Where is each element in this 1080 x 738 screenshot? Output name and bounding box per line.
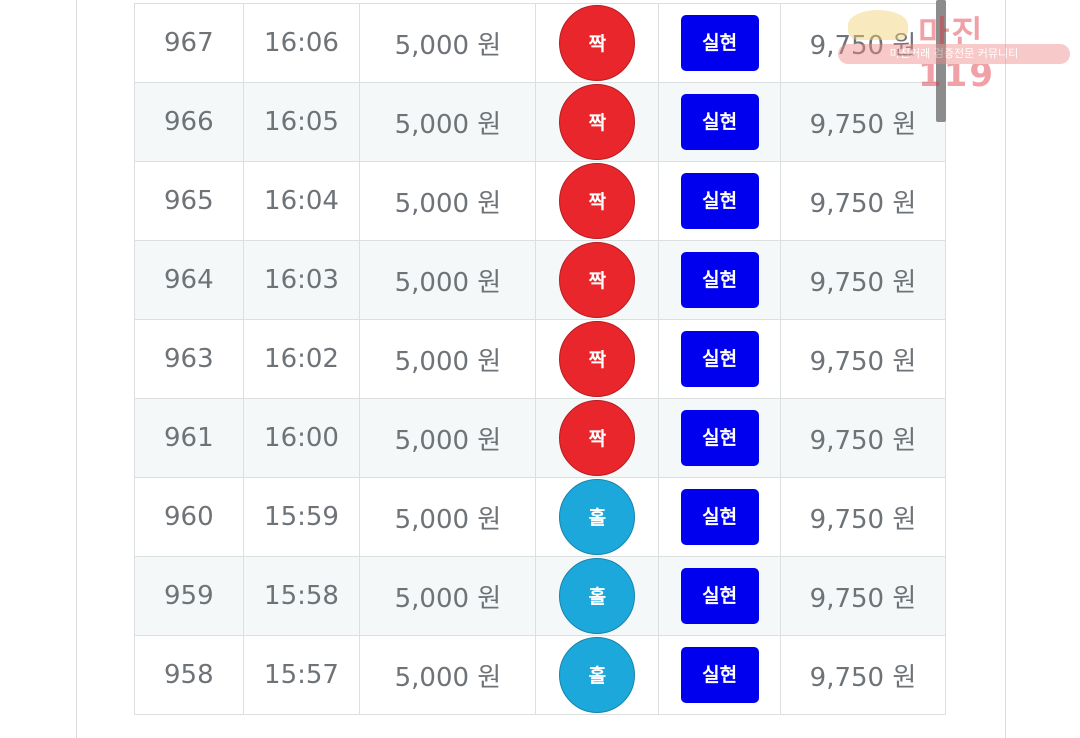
time-cell: 16:04 <box>242 161 361 241</box>
result-cell: 홀 <box>535 635 660 715</box>
round-number: 958 <box>134 635 244 715</box>
bet-amount: 5,000 원 <box>359 477 537 557</box>
payout-amount: 9,750 원 <box>779 161 947 241</box>
result-cell: 짝 <box>535 240 660 320</box>
realized-button[interactable]: 실현 <box>680 173 759 229</box>
realized-button[interactable]: 실현 <box>680 252 759 308</box>
table-row: 965 16:04 5,000 원 짝 실현 9,750 원 <box>134 161 947 241</box>
results-table: 967 16:06 5,000 원 짝 실현 9,750 원 966 16:05 … <box>134 3 947 715</box>
bet-amount: 5,000 원 <box>359 319 537 399</box>
result-ball: 홀 <box>559 637 636 713</box>
status-cell: 실현 <box>658 240 781 320</box>
realized-button[interactable]: 실현 <box>680 647 759 703</box>
result-ball: 홀 <box>559 558 636 634</box>
bet-amount: 5,000 원 <box>359 3 537 83</box>
bet-amount: 5,000 원 <box>359 240 537 320</box>
bet-amount: 5,000 원 <box>359 635 537 715</box>
result-ball: 짝 <box>559 5 636 81</box>
status-cell: 실현 <box>658 398 781 478</box>
realized-button[interactable]: 실현 <box>680 568 759 624</box>
payout-amount: 9,750 원 <box>779 635 947 715</box>
table-row: 960 15:59 5,000 원 홀 실현 9,750 원 <box>134 477 947 557</box>
round-number: 967 <box>134 3 244 83</box>
bet-amount: 5,000 원 <box>359 398 537 478</box>
table-row: 963 16:02 5,000 원 짝 실현 9,750 원 <box>134 319 947 399</box>
result-ball: 짝 <box>559 84 636 160</box>
status-cell: 실현 <box>658 556 781 636</box>
realized-button[interactable]: 실현 <box>680 15 759 71</box>
round-number: 959 <box>134 556 244 636</box>
bet-amount: 5,000 원 <box>359 161 537 241</box>
time-cell: 15:57 <box>242 635 361 715</box>
round-number: 965 <box>134 161 244 241</box>
table-row: 961 16:00 5,000 원 짝 실현 9,750 원 <box>134 398 947 478</box>
result-ball: 짝 <box>559 163 636 239</box>
realized-button[interactable]: 실현 <box>680 489 759 545</box>
table-row: 958 15:57 5,000 원 홀 실현 9,750 원 <box>134 635 947 715</box>
scrollbar[interactable] <box>936 0 946 122</box>
content-container <box>76 0 1006 738</box>
round-number: 963 <box>134 319 244 399</box>
payout-amount: 9,750 원 <box>779 556 947 636</box>
status-cell: 실현 <box>658 635 781 715</box>
result-cell: 홀 <box>535 556 660 636</box>
round-number: 961 <box>134 398 244 478</box>
result-cell: 홀 <box>535 477 660 557</box>
result-ball: 짝 <box>559 400 636 476</box>
status-cell: 실현 <box>658 3 781 83</box>
table-row: 964 16:03 5,000 원 짝 실현 9,750 원 <box>134 240 947 320</box>
table-row: 966 16:05 5,000 원 짝 실현 9,750 원 <box>134 82 947 162</box>
round-number: 960 <box>134 477 244 557</box>
payout-amount: 9,750 원 <box>779 477 947 557</box>
status-cell: 실현 <box>658 319 781 399</box>
time-cell: 16:02 <box>242 319 361 399</box>
result-cell: 짝 <box>535 82 660 162</box>
result-cell: 짝 <box>535 3 660 83</box>
bet-amount: 5,000 원 <box>359 82 537 162</box>
round-number: 964 <box>134 240 244 320</box>
result-cell: 짝 <box>535 161 660 241</box>
realized-button[interactable]: 실현 <box>680 410 759 466</box>
result-ball: 홀 <box>559 479 636 555</box>
realized-button[interactable]: 실현 <box>680 331 759 387</box>
payout-amount: 9,750 원 <box>779 82 947 162</box>
realized-button[interactable]: 실현 <box>680 94 759 150</box>
payout-amount: 9,750 원 <box>779 3 947 83</box>
bet-amount: 5,000 원 <box>359 556 537 636</box>
payout-amount: 9,750 원 <box>779 240 947 320</box>
table-row: 967 16:06 5,000 원 짝 실현 9,750 원 <box>134 3 947 83</box>
time-cell: 16:00 <box>242 398 361 478</box>
status-cell: 실현 <box>658 82 781 162</box>
payout-amount: 9,750 원 <box>779 398 947 478</box>
time-cell: 16:06 <box>242 3 361 83</box>
result-cell: 짝 <box>535 398 660 478</box>
time-cell: 16:03 <box>242 240 361 320</box>
result-ball: 짝 <box>559 242 636 318</box>
payout-amount: 9,750 원 <box>779 319 947 399</box>
table-row: 959 15:58 5,000 원 홀 실현 9,750 원 <box>134 556 947 636</box>
time-cell: 15:58 <box>242 556 361 636</box>
status-cell: 실현 <box>658 161 781 241</box>
status-cell: 실현 <box>658 477 781 557</box>
result-ball: 짝 <box>559 321 636 397</box>
result-cell: 짝 <box>535 319 660 399</box>
time-cell: 16:05 <box>242 82 361 162</box>
time-cell: 15:59 <box>242 477 361 557</box>
round-number: 966 <box>134 82 244 162</box>
